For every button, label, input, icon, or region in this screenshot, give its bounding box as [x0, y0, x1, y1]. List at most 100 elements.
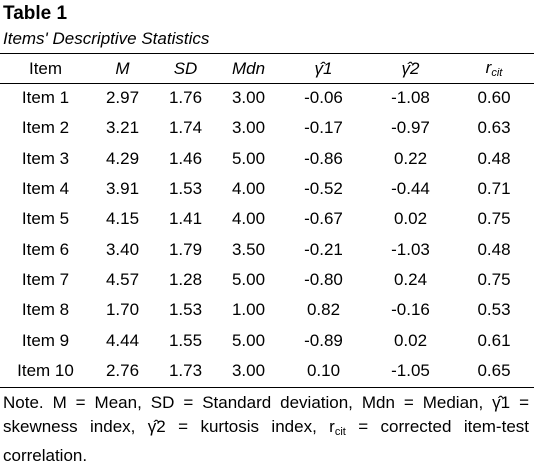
cell-item: Item 7 [21, 269, 70, 289]
cell-mean: 2.76 [105, 360, 140, 380]
note-tail: = corrected item-test correlation. [3, 417, 529, 465]
cell-mean: 4.29 [105, 148, 140, 168]
table-row: Item 10 2.76 1.73 3.00 0.10 -1.05 0.65 [0, 356, 534, 386]
table-row: Item 1 2.97 1.76 3.00 -0.06 -1.08 0.60 [0, 83, 534, 113]
cell-mean: 3.40 [105, 239, 140, 259]
note-sub: cit [334, 426, 346, 438]
cell-item: Item 8 [21, 300, 70, 320]
cell-skewness: -0.17 [304, 118, 343, 138]
note-text: Note. M = Mean, SD = Standard deviation,… [3, 393, 529, 436]
cell-sd: 1.41 [168, 209, 203, 229]
cell-rcit: 0.75 [477, 269, 511, 289]
table-subtitle: Items' Descriptive Statistics [3, 29, 210, 48]
table-row: Item 9 4.44 1.55 5.00 -0.89 0.02 0.61 [0, 325, 534, 355]
cell-kurtosis: -0.44 [391, 179, 430, 199]
table-row: Item 8 1.70 1.53 1.00 0.82 -0.16 0.53 [0, 295, 534, 325]
cell-mean: 4.44 [105, 330, 140, 350]
header-row: Item M SD Mdn γ̂1 γ̂2 rcit [0, 54, 534, 83]
header-sd: SD [173, 58, 198, 78]
cell-kurtosis: -1.08 [391, 88, 430, 108]
cell-mean: 2.97 [105, 88, 140, 108]
cell-skewness: -0.06 [304, 88, 343, 108]
header-kurtosis: γ̂2 [401, 58, 420, 78]
cell-skewness: 0.10 [306, 360, 341, 380]
cell-median: 3.00 [231, 88, 266, 108]
cell-item: Item 1 [21, 88, 70, 108]
top-rule [0, 53, 534, 54]
cell-rcit: 0.48 [477, 148, 511, 168]
cell-mean: 4.57 [105, 269, 140, 289]
cell-sd: 1.53 [168, 300, 203, 320]
cell-kurtosis: 0.02 [393, 209, 428, 229]
cell-rcit: 0.61 [477, 330, 511, 350]
cell-rcit: 0.65 [477, 360, 511, 380]
cell-item: Item 2 [21, 118, 70, 138]
cell-median: 3.00 [231, 360, 266, 380]
header-rcit-sub: cit [491, 67, 503, 79]
cell-median: 4.00 [231, 179, 266, 199]
header-median: Mdn [231, 58, 266, 78]
table-row: Item 2 3.21 1.74 3.00 -0.17 -0.97 0.63 [0, 113, 534, 143]
cell-mean: 3.91 [105, 179, 140, 199]
cell-rcit: 0.75 [477, 209, 511, 229]
cell-skewness: -0.86 [304, 148, 343, 168]
header-rcit-base: r [485, 58, 492, 77]
cell-item: Item 10 [17, 360, 74, 380]
cell-mean: 3.21 [105, 118, 140, 138]
cell-median: 5.00 [231, 269, 266, 289]
cell-kurtosis: -0.97 [391, 118, 430, 138]
cell-median: 3.50 [231, 239, 266, 259]
cell-median: 5.00 [231, 148, 266, 168]
header-item: Item [28, 58, 63, 78]
cell-rcit: 0.48 [477, 239, 511, 259]
cell-median: 4.00 [231, 209, 266, 229]
cell-skewness: -0.52 [304, 179, 343, 199]
header-mean: M [115, 58, 130, 78]
cell-sd: 1.28 [168, 269, 203, 289]
table-row: Item 6 3.40 1.79 3.50 -0.21 -1.03 0.48 [0, 234, 534, 264]
bottom-rule [0, 387, 534, 388]
table-row: Item 3 4.29 1.46 5.00 -0.86 0.22 0.48 [0, 144, 534, 174]
cell-skewness: -0.89 [304, 330, 343, 350]
cell-kurtosis: -0.16 [391, 300, 430, 320]
cell-median: 3.00 [231, 118, 266, 138]
cell-kurtosis: -1.05 [391, 360, 430, 380]
cell-item: Item 4 [21, 179, 70, 199]
cell-rcit: 0.60 [477, 88, 511, 108]
cell-sd: 1.74 [168, 118, 203, 138]
cell-sd: 1.53 [168, 179, 203, 199]
cell-kurtosis: 0.24 [393, 269, 428, 289]
cell-sd: 1.55 [168, 330, 203, 350]
cell-rcit: 0.53 [477, 300, 511, 320]
cell-kurtosis: 0.22 [393, 148, 428, 168]
cell-item: Item 5 [21, 209, 70, 229]
cell-sd: 1.79 [168, 239, 203, 259]
header-skewness: γ̂1 [314, 58, 333, 78]
cell-item: Item 6 [21, 239, 70, 259]
header-rule [0, 83, 534, 84]
cell-rcit: 0.63 [477, 118, 511, 138]
table-row: Item 4 3.91 1.53 4.00 -0.52 -0.44 0.71 [0, 174, 534, 204]
table-row: Item 5 4.15 1.41 4.00 -0.67 0.02 0.75 [0, 204, 534, 234]
cell-skewness: -0.67 [304, 209, 343, 229]
table-row: Item 7 4.57 1.28 5.00 -0.80 0.24 0.75 [0, 265, 534, 295]
cell-sd: 1.73 [168, 360, 203, 380]
descriptive-statistics-table: Item M SD Mdn γ̂1 γ̂2 rcit Item 1 2.97 1.7… [0, 54, 534, 386]
cell-skewness: -0.21 [304, 239, 343, 259]
cell-kurtosis: -1.03 [391, 239, 430, 259]
cell-skewness: 0.82 [306, 300, 341, 320]
cell-item: Item 3 [21, 148, 70, 168]
cell-rcit: 0.71 [477, 179, 511, 199]
cell-sd: 1.46 [168, 148, 203, 168]
cell-item: Item 9 [21, 330, 70, 350]
header-rcit: rcit [454, 54, 534, 83]
cell-skewness: -0.80 [304, 269, 343, 289]
cell-median: 1.00 [231, 300, 266, 320]
cell-kurtosis: 0.02 [393, 330, 428, 350]
cell-mean: 1.70 [105, 300, 140, 320]
cell-sd: 1.76 [168, 88, 203, 108]
cell-mean: 4.15 [105, 209, 140, 229]
table-note: Note. M = Mean, SD = Standard deviation,… [3, 391, 529, 468]
table-title: Table 1 [3, 3, 68, 24]
cell-median: 5.00 [231, 330, 266, 350]
